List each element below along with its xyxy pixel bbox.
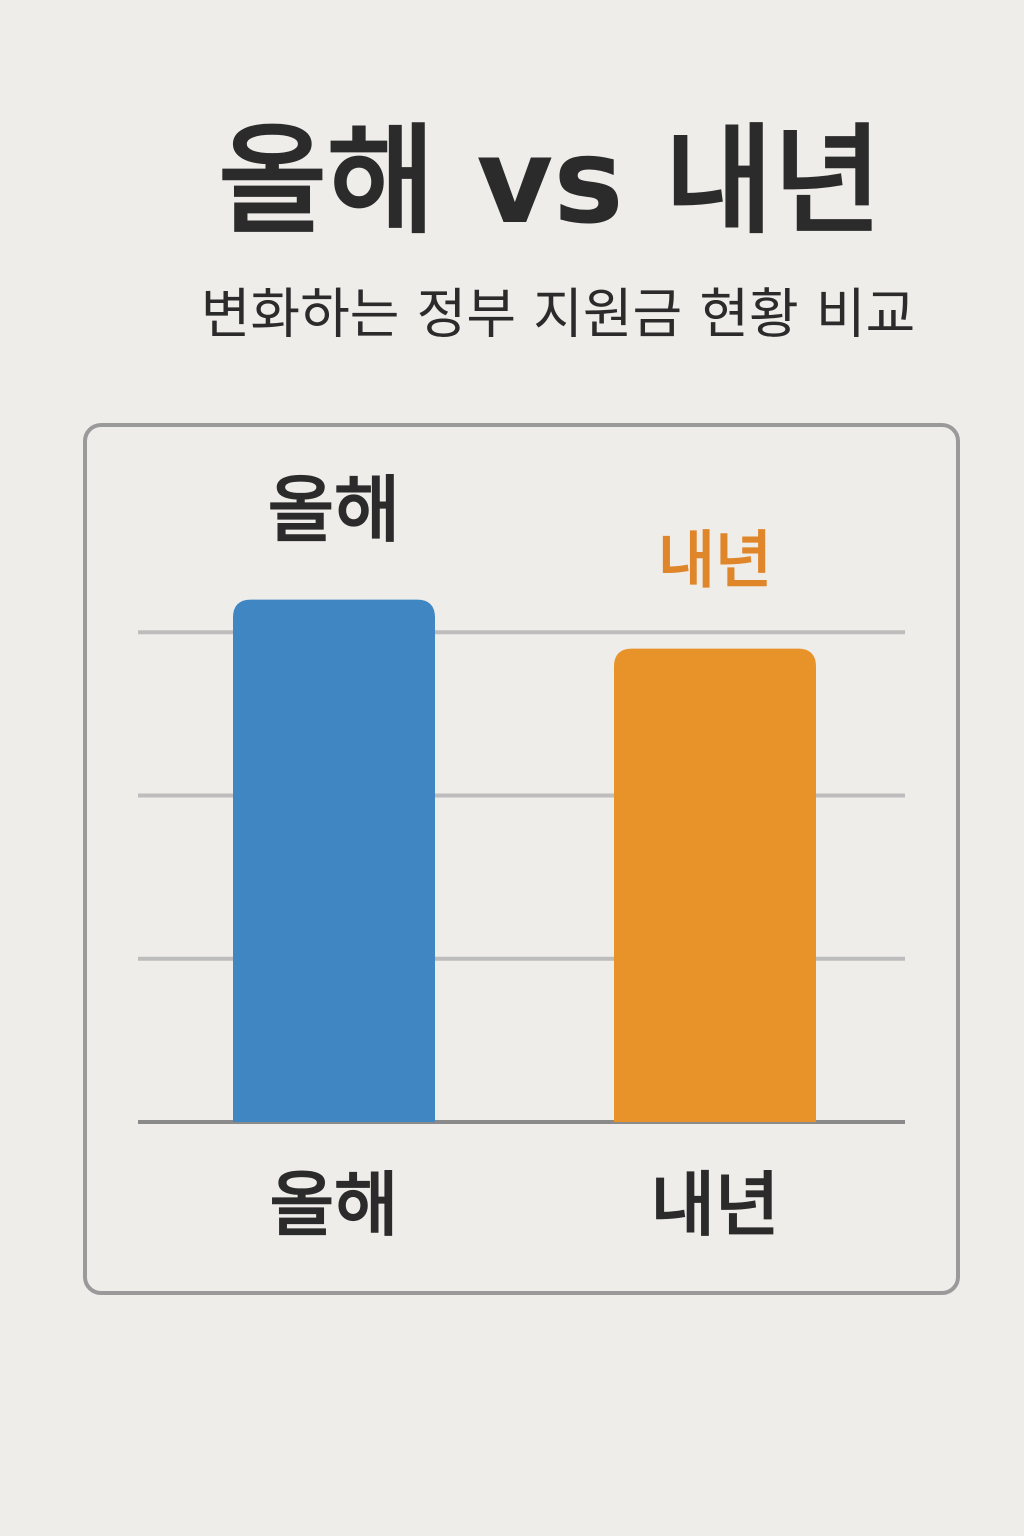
x-tick-label: 올해 (270, 1164, 399, 1246)
bar (233, 599, 435, 1122)
chart-subtitle: 변화하는 정부 지원금 현황 비교 (201, 283, 916, 346)
bar-top-label: 올해 (268, 468, 400, 552)
bar (614, 648, 816, 1122)
x-tick-label: 내년 (651, 1164, 780, 1246)
bar-top-label: 내년 (658, 524, 772, 597)
chart-title: 올해 vs 내년 (218, 112, 882, 250)
chart-frame (83, 423, 960, 1295)
